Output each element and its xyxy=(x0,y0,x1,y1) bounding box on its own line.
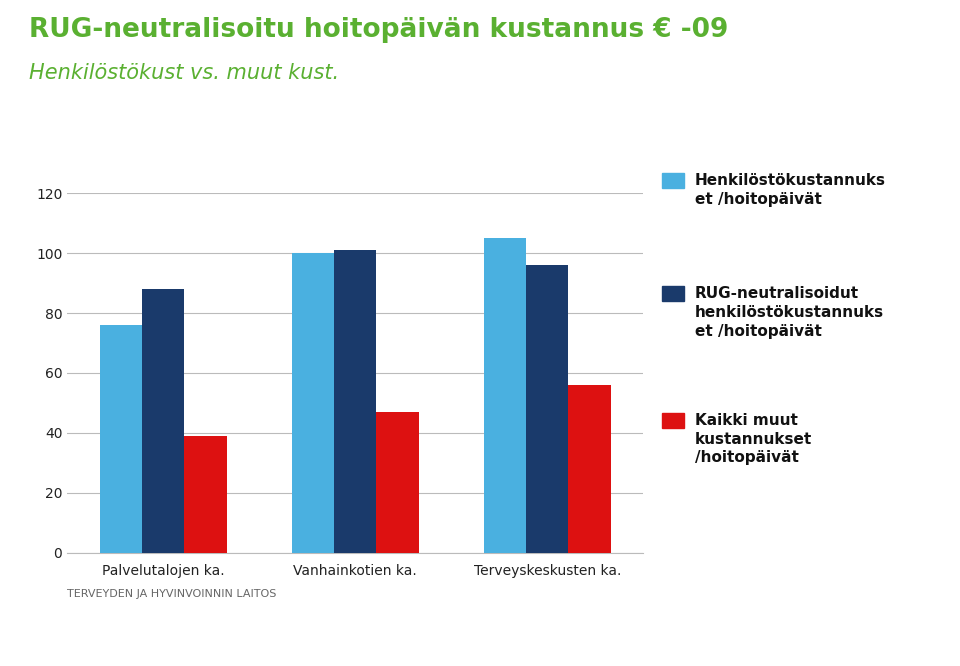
Bar xyxy=(184,436,227,553)
Text: Henkilöstökustannuks
et /hoitopäivät: Henkilöstökustannuks et /hoitopäivät xyxy=(695,173,886,206)
Bar xyxy=(376,412,419,553)
Bar xyxy=(526,265,568,553)
Bar xyxy=(484,238,526,553)
Text: RUG-neutralisoitu hoitopäivän kustannus € -09: RUG-neutralisoitu hoitopäivän kustannus … xyxy=(29,17,729,43)
Text: Henkilöstökust vs. muut kust.: Henkilöstökust vs. muut kust. xyxy=(29,63,339,83)
Bar xyxy=(142,289,184,553)
Bar xyxy=(100,325,142,553)
Text: Kaikki muut
kustannukset
/hoitopäivät: Kaikki muut kustannukset /hoitopäivät xyxy=(695,413,812,465)
Text: Jutta Nieminen: Jutta Nieminen xyxy=(428,634,532,648)
Text: TERVEYDEN JA HYVINVOINNIN LAITOS: TERVEYDEN JA HYVINVOINNIN LAITOS xyxy=(67,589,276,599)
Bar xyxy=(292,253,334,553)
Text: 24.3.2011: 24.3.2011 xyxy=(19,634,89,648)
Bar xyxy=(334,250,376,553)
Text: 15: 15 xyxy=(914,634,931,648)
Text: RUG-neutralisoidut
henkilöstökustannuks
et /hoitopäivät: RUG-neutralisoidut henkilöstökustannuks … xyxy=(695,286,884,338)
Bar xyxy=(568,385,611,553)
